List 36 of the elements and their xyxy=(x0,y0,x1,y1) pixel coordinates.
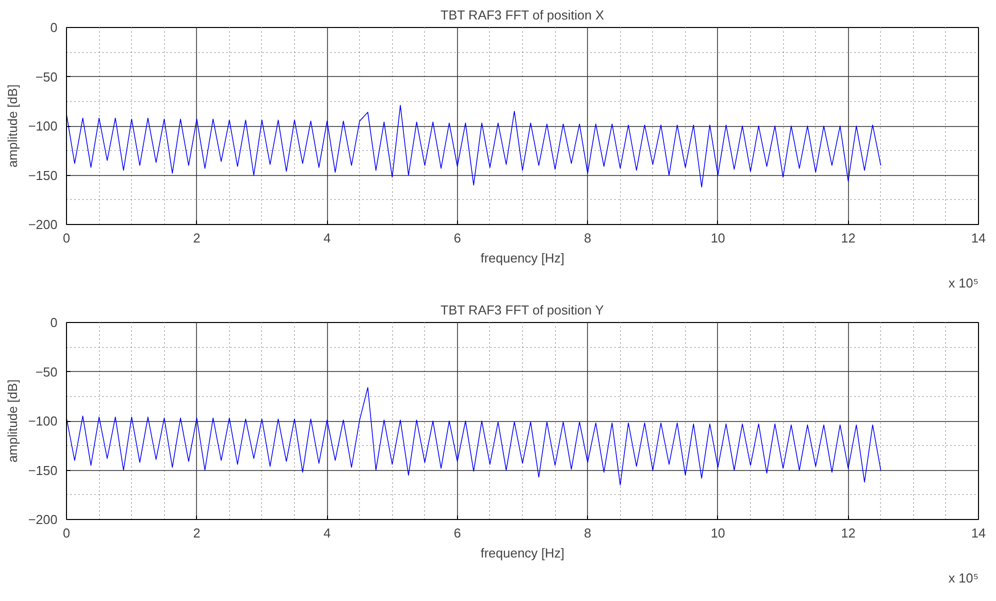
text: x 10⁵ xyxy=(948,570,979,586)
x-tick-label: 2 xyxy=(193,230,200,246)
x-axis-title: frequency [Hz] xyxy=(480,250,564,266)
y-tick-label: 0 xyxy=(50,315,58,330)
line-series xyxy=(66,104,882,188)
x-tick-label: 10 xyxy=(710,230,726,246)
x-tick-label: 14 xyxy=(971,230,986,246)
x-tick-label: 2 xyxy=(193,526,200,540)
y-tick-label: −100 xyxy=(28,414,58,428)
y-tick-label: 0 xyxy=(50,20,58,35)
x-tick-label: 4 xyxy=(323,230,331,246)
y-tick-label: −150 xyxy=(28,168,58,183)
x-tick-label: 0 xyxy=(62,230,70,246)
chart-title: TBT RAF3 FFT of position X xyxy=(440,8,604,22)
x-tick-label: 12 xyxy=(840,230,856,246)
x-tick-label: 4 xyxy=(323,526,331,540)
x-tick-label: 8 xyxy=(584,230,592,246)
y-tick-label: −50 xyxy=(35,69,58,84)
line-series xyxy=(66,387,882,486)
x-tick-label: 10 xyxy=(710,526,726,540)
x-tick-label: 12 xyxy=(840,526,856,540)
y-axis-title: amplitude [dB] xyxy=(5,84,20,168)
x-tick-label: 6 xyxy=(454,526,461,540)
y-tick-label: −200 xyxy=(28,217,58,232)
x-tick-label: 6 xyxy=(454,230,461,246)
y-tick-label: −50 xyxy=(35,364,58,380)
x-tick-label: 0 xyxy=(62,526,70,540)
y-tick-label: −200 xyxy=(28,512,58,527)
x-tick-label: 14 xyxy=(971,526,986,540)
text: x 10⁵ xyxy=(948,276,979,290)
x-axis-title: frequency [Hz] xyxy=(480,546,564,560)
chart-title: TBT RAF3 FFT of position Y xyxy=(440,302,604,318)
x-tick-label: 8 xyxy=(584,526,592,540)
y-tick-label: −100 xyxy=(28,118,58,134)
y-axis-title: amplitude [dB] xyxy=(5,379,20,463)
y-tick-label: −150 xyxy=(28,462,58,478)
